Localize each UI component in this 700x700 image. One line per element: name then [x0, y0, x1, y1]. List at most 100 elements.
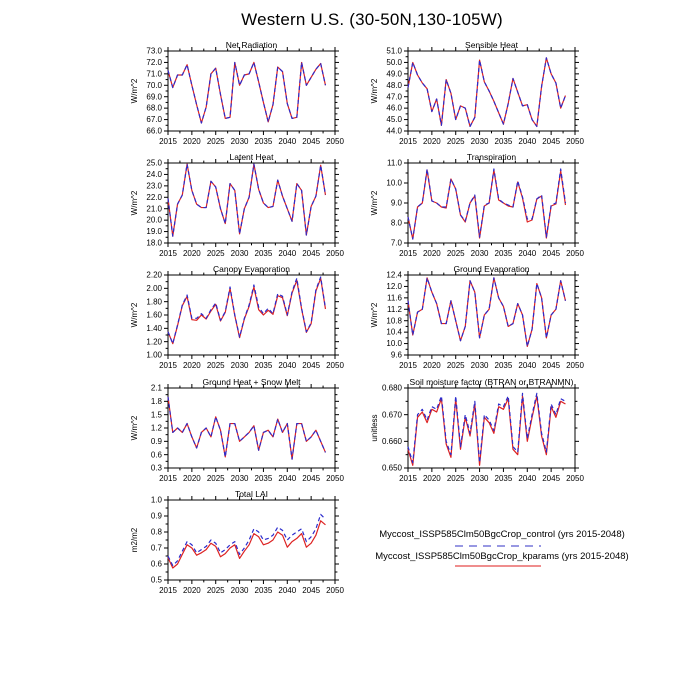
x-tick-label: 2030 [471, 361, 489, 370]
x-tick-label: 2035 [255, 361, 273, 370]
series-line-kparams [167, 520, 326, 569]
x-tick-label: 2025 [447, 137, 465, 146]
y-tick-label: 0.650 [382, 464, 403, 473]
y-tick-label: 0.7 [151, 544, 163, 553]
y-axis-label: W/m^2 [370, 78, 379, 103]
y-axis-label: W/m^2 [130, 190, 139, 215]
y-tick-label: 8.0 [391, 219, 403, 228]
y-tick-label: 0.3 [151, 464, 163, 473]
panel-ground-evaporation: Ground Evaporation W/m^2 2015 2020 2025 2030 2… [360, 264, 605, 376]
y-tick-label: 18.0 [146, 239, 162, 248]
x-tick-label: 2015 [159, 137, 177, 146]
y-tick-label: 20.0 [146, 216, 162, 225]
legend-line-control-dashed [455, 545, 541, 547]
legend-line-kparams-solid [455, 565, 541, 567]
legend-label-control: Myccost_ISSP585Clm50BgcCrop_control (yrs… [379, 529, 625, 540]
series-line-control [167, 163, 327, 237]
y-tick-label: 21.0 [146, 204, 162, 213]
y-tick-label: 10.0 [386, 339, 402, 348]
x-tick-label: 2045 [542, 249, 560, 258]
panel-canopy-evaporation: Canopy Evaporation W/m^2 2015 2020 2025 2030 2… [120, 264, 365, 376]
x-tick-label: 2050 [566, 137, 584, 146]
series-line-kparams [167, 163, 327, 237]
x-tick-label: 2015 [399, 137, 417, 146]
axes [404, 47, 579, 135]
x-tick-label: 2025 [207, 249, 225, 258]
x-tick-label: 2015 [159, 361, 177, 370]
y-tick-label: 1.40 [146, 324, 162, 333]
series-line-kparams [167, 396, 327, 460]
panel-title: Ground Evaporation [453, 264, 529, 274]
x-tick-label: 2050 [326, 137, 344, 146]
x-tick-label: 2020 [423, 137, 441, 146]
x-tick-label: 2025 [447, 249, 465, 258]
chart-svg: Ground Evaporation W/m^2 2015 2020 2025 2030 2… [370, 264, 584, 370]
x-tick-label: 2015 [159, 586, 177, 595]
y-tick-label: 69.0 [146, 92, 162, 101]
chart-svg: Soil moisture factor (BTRAN or BTRANMN) u… [370, 377, 584, 483]
x-tick-label: 2030 [471, 137, 489, 146]
x-tick-label: 2015 [399, 361, 417, 370]
axes [164, 496, 339, 584]
y-tick-label: 19.0 [146, 227, 162, 236]
y-tick-label: 24.0 [146, 170, 162, 179]
x-tick-label: 2040 [278, 474, 296, 483]
y-axis-label: W/m^2 [370, 302, 379, 327]
y-tick-label: 0.9 [151, 512, 163, 521]
series-line-control [167, 513, 326, 567]
y-tick-label: 0.6 [151, 450, 163, 459]
x-tick-label: 2040 [518, 137, 536, 146]
x-tick-label: 2020 [183, 474, 201, 483]
y-tick-label: 23.0 [146, 181, 162, 190]
panel-ground-heat-snow-melt: Ground Heat + Snow Melt W/m^2 2015 2020 2025… [120, 377, 365, 489]
series-line-control [167, 61, 327, 124]
x-tick-label: 2035 [495, 137, 513, 146]
panel-title: Soil moisture factor (BTRAN or BTRANMN) [410, 377, 574, 387]
y-tick-label: 0.6 [151, 560, 163, 569]
axes [404, 271, 579, 359]
x-tick-label: 2050 [566, 474, 584, 483]
x-tick-label: 2020 [183, 137, 201, 146]
y-axis-label: W/m^2 [370, 190, 379, 215]
y-tick-label: 7.0 [391, 239, 403, 248]
x-tick-label: 2040 [278, 361, 296, 370]
series-line-control [167, 276, 327, 345]
y-tick-label: 44.0 [386, 127, 402, 136]
y-tick-label: 0.8 [151, 528, 163, 537]
x-tick-label: 2050 [326, 474, 344, 483]
x-tick-label: 2030 [231, 137, 249, 146]
y-tick-label: 10.4 [386, 328, 402, 337]
y-tick-label: 11.2 [387, 305, 403, 314]
y-tick-label: 1.2 [151, 424, 163, 433]
x-tick-label: 2035 [255, 137, 273, 146]
y-tick-label: 51.0 [386, 47, 402, 56]
chart-svg: Ground Heat + Snow Melt W/m^2 2015 2020 2025… [130, 377, 344, 483]
x-tick-label: 2035 [495, 474, 513, 483]
y-tick-label: 10.8 [386, 316, 402, 325]
panel-title: Total LAI [235, 489, 268, 499]
x-tick-label: 2045 [302, 474, 320, 483]
x-tick-label: 2045 [542, 137, 560, 146]
y-tick-label: 11.0 [387, 159, 403, 168]
y-tick-label: 2.20 [146, 271, 162, 280]
axes [164, 47, 339, 135]
y-tick-label: 0.670 [382, 410, 403, 419]
x-tick-label: 2050 [326, 586, 344, 595]
y-tick-label: 25.0 [146, 159, 162, 168]
chart-svg: Sensible Heat W/m^2 2015 2020 2025 2030 2035 20… [370, 40, 584, 146]
x-tick-label: 2040 [278, 137, 296, 146]
panel-title: Net Radiation [226, 40, 278, 50]
x-tick-label: 2050 [326, 361, 344, 370]
y-tick-label: 1.5 [151, 410, 163, 419]
series-line-kparams [407, 57, 567, 128]
axes [164, 384, 339, 472]
y-tick-label: 1.60 [146, 311, 162, 320]
y-axis-label: W/m^2 [130, 78, 139, 103]
chart-svg: Canopy Evaporation W/m^2 2015 2020 2025 2030 2… [130, 264, 344, 370]
panel-sensible-heat: Sensible Heat W/m^2 2015 2020 2025 2030 2035 20… [360, 40, 605, 152]
y-tick-label: 50.0 [386, 58, 402, 67]
x-tick-label: 2040 [518, 474, 536, 483]
y-tick-label: 12.4 [386, 271, 402, 280]
y-tick-label: 72.0 [146, 58, 162, 67]
